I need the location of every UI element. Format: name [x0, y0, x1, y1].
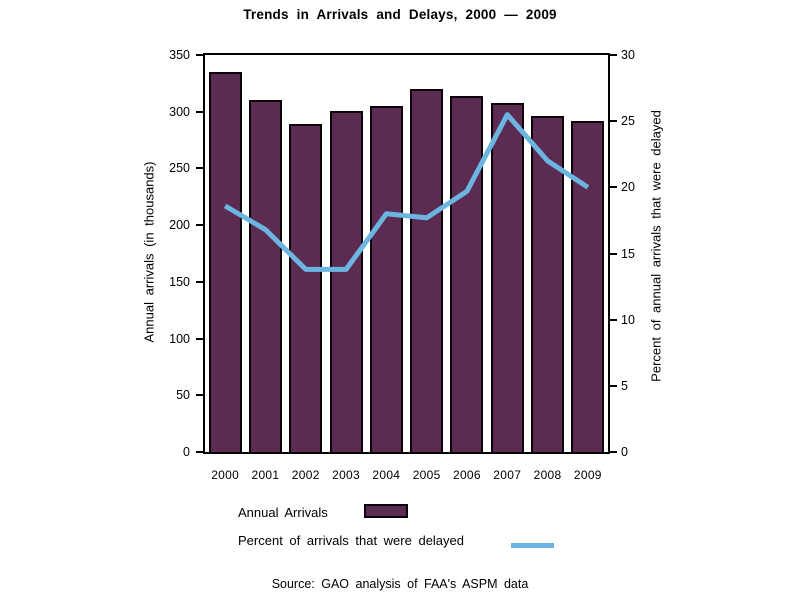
chart-title: Trends in Arrivals and Delays, 2000 — 20… [243, 7, 557, 22]
right-tick-label-10: 10 [621, 312, 635, 327]
right-tick-mark [610, 54, 617, 56]
legend-swatch-annual-arrivals [364, 504, 408, 518]
bar-2006 [450, 95, 484, 452]
x-tick-label-2009: 2009 [573, 468, 602, 482]
left-tick-label-350: 350 [169, 47, 190, 62]
left-tick-label-250: 250 [169, 161, 190, 176]
left-tick-label-50: 50 [176, 388, 190, 403]
right-tick-mark [610, 120, 617, 123]
x-tick-label-2000: 2000 [211, 468, 240, 482]
bar-2004 [369, 106, 403, 452]
right-tick-mark [610, 186, 617, 189]
plot-area: 2000 2001 2002 2003 2004 2005 2006 2007 2008 2009… [169, 49, 635, 482]
x-tick-label-2003: 2003 [332, 468, 360, 482]
left-tick-label-0: 0 [183, 444, 190, 459]
left-tick-mark [196, 451, 203, 453]
x-tick-label-2007: 2007 [493, 468, 522, 482]
right-tick-label-30: 30 [621, 47, 635, 62]
legend-label-percent-delayed: Percent of arrivals that were delayed [238, 533, 464, 548]
x-tick-label-2004: 2004 [372, 468, 401, 482]
x-tick-label-2008: 2008 [533, 468, 562, 482]
right-tick-mark [610, 252, 617, 255]
right-tick-mark [610, 451, 617, 453]
right-tick-label-0: 0 [621, 444, 628, 459]
x-tick-label-2001: 2001 [251, 468, 280, 482]
bar-2009 [571, 120, 605, 452]
left-tick-mark [196, 337, 203, 340]
x-tick-label-2005: 2005 [412, 468, 441, 482]
right-tick-label-20: 20 [621, 180, 635, 195]
right-tick-label-15: 15 [621, 246, 635, 261]
bar-2007 [490, 102, 524, 452]
legend-label-annual-arrivals: Annual Arrivals [238, 505, 328, 520]
bar-2005 [410, 89, 444, 452]
left-tick-label-150: 150 [169, 274, 190, 289]
bar-2002 [289, 124, 323, 452]
right-tick-label-25: 25 [621, 113, 635, 128]
left-tick-mark [196, 280, 203, 283]
right-tick-mark [610, 384, 617, 387]
chart-frame: 2000 2001 2002 2003 2004 2005 2006 2007 2008 2009… [169, 49, 635, 482]
right-tick-mark [610, 318, 617, 321]
left-tick-mark [196, 167, 203, 170]
left-tick-mark [196, 224, 203, 227]
bar-2008 [531, 116, 565, 452]
source-note: Source: GAO analysis of FAA's ASPM data [271, 577, 529, 591]
delay-line [223, 112, 590, 272]
left-tick-mark [196, 110, 203, 113]
bar-2003 [329, 110, 363, 452]
x-tick-label-2006: 2006 [452, 468, 481, 482]
delay-line-layer [223, 112, 590, 272]
left-tick-mark [196, 394, 203, 397]
left-tick-label-300: 300 [169, 104, 190, 119]
right-tick-label-5: 5 [621, 378, 628, 393]
left-tick-mark [196, 54, 203, 56]
x-tick-label-2002: 2002 [291, 468, 320, 482]
left-tick-label-100: 100 [169, 331, 190, 346]
bar-2001 [248, 100, 282, 452]
left-axis-label: Annual arrivals (in thousands) [141, 161, 157, 343]
left-tick-label-200: 200 [169, 217, 190, 232]
bar-2000 [208, 72, 242, 452]
legend-swatch-percent-delayed [511, 543, 554, 548]
right-axis-label: Percent of annual arrivals that were del… [648, 110, 664, 382]
